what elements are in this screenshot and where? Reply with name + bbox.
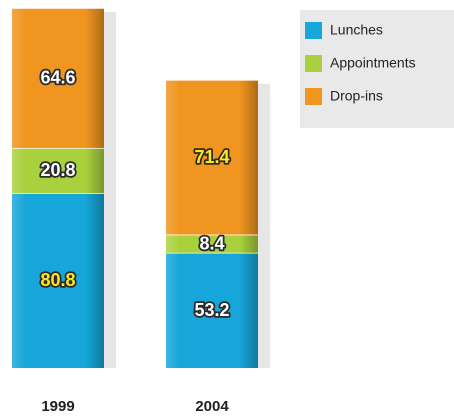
legend-swatch <box>305 22 322 39</box>
value-label: 71.4 <box>194 147 229 167</box>
bar-shade <box>166 252 258 368</box>
x-tick-label: 2004 <box>195 398 229 415</box>
bar-shade <box>12 8 104 148</box>
value-label: 8.4 <box>199 233 224 253</box>
bar-shade <box>12 147 104 193</box>
bar-shade <box>166 79 258 235</box>
bar-shadow <box>104 12 116 368</box>
legend-swatch <box>305 55 322 72</box>
value-label: 80.8 <box>40 270 75 290</box>
legend-swatch <box>305 88 322 105</box>
value-label: 64.6 <box>40 68 75 88</box>
value-label: 53.2 <box>194 300 229 320</box>
legend-box <box>300 10 454 128</box>
bars: 80.8 20.8 64.6 1999 53.2 8.4 71.4 2004 <box>12 7 270 415</box>
x-tick-label: 1999 <box>41 398 74 415</box>
legend-label: Drop-ins <box>330 88 383 104</box>
bar-shadow <box>258 83 270 368</box>
legend-label: Lunches <box>330 22 383 38</box>
bar-shade <box>12 192 104 368</box>
bar-shade <box>166 234 258 253</box>
legend: Lunches Appointments Drop-ins <box>300 10 454 128</box>
value-label: 20.8 <box>40 160 75 180</box>
legend-label: Appointments <box>330 55 416 71</box>
